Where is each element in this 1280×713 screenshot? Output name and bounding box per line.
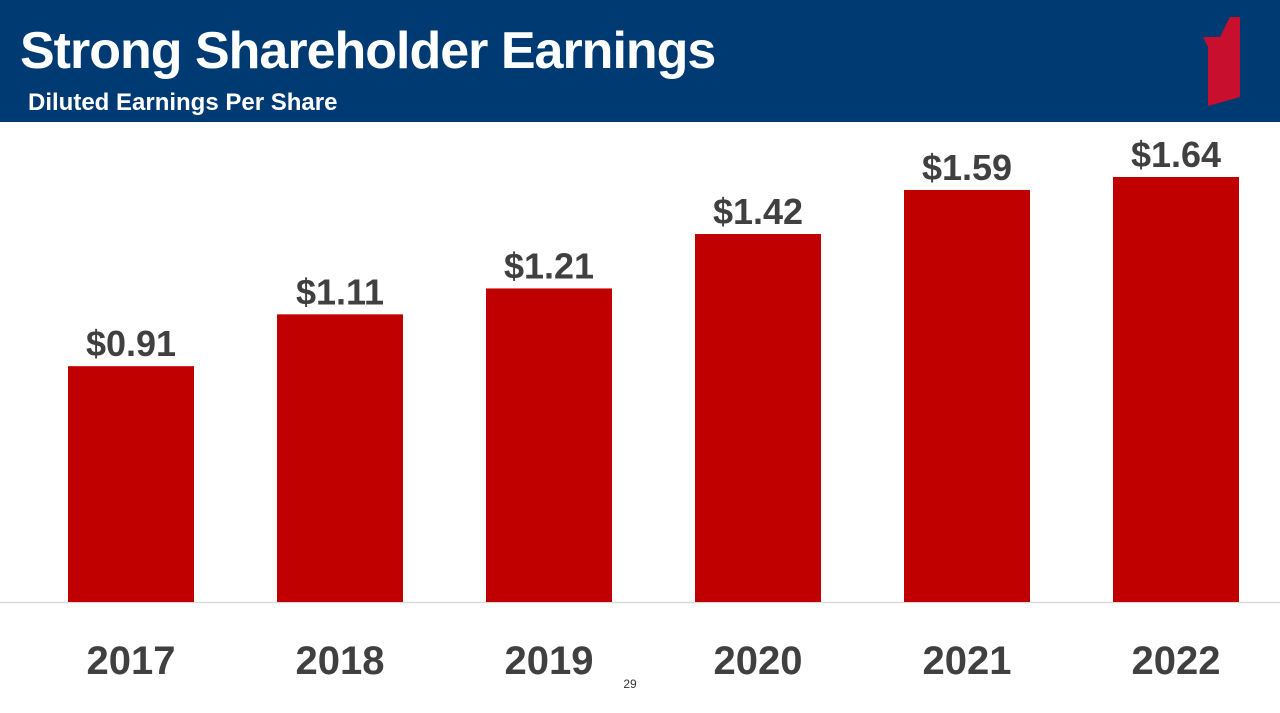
bar-2018 [277, 314, 403, 602]
bar-2017 [68, 366, 194, 602]
data-label-2022: $1.64 [1131, 134, 1221, 175]
bar-2022 [1113, 177, 1239, 602]
logo-shape [1203, 17, 1240, 106]
data-label-2017: $0.91 [86, 323, 176, 364]
data-label-2020: $1.42 [713, 191, 803, 232]
x-tick-label-2022: 2022 [1132, 639, 1221, 683]
eps-bar-chart: $0.91 2017 $1.11 2018 $1.21 2019 $1.42 2020 $1.5… [0, 134, 1280, 683]
data-label-2018: $1.11 [296, 271, 384, 312]
x-tick-label-2018: 2018 [296, 639, 385, 683]
data-label-2019: $1.21 [504, 245, 594, 286]
bar-2020 [695, 234, 821, 602]
page-subtitle: Diluted Earnings Per Share [28, 89, 338, 116]
x-tick-label-2019: 2019 [505, 639, 594, 683]
bar-2019 [486, 288, 612, 602]
data-label-2021: $1.59 [922, 147, 1012, 188]
header-banner: Strong Shareholder Earnings Diluted Earn… [0, 0, 1280, 122]
x-tick-label-2021: 2021 [923, 639, 1012, 683]
page-title: Strong Shareholder Earnings [20, 22, 716, 80]
x-tick-label-2017: 2017 [87, 639, 176, 683]
logo-icon [1203, 17, 1240, 106]
bar-2021 [904, 189, 1030, 602]
page-number: 29 [623, 677, 637, 691]
x-tick-label-2020: 2020 [714, 639, 803, 683]
